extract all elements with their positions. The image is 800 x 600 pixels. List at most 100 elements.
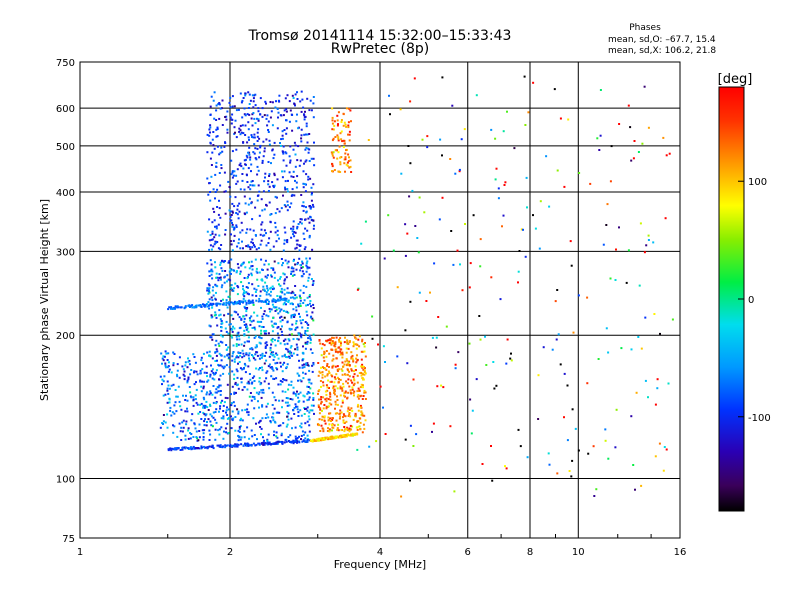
scatter-point (229, 268, 232, 271)
scatter-point (356, 420, 359, 423)
scatter-point (245, 325, 248, 328)
scatter-point (490, 276, 493, 279)
scatter-point (287, 266, 290, 269)
scatter-point (184, 446, 186, 449)
scatter-point (522, 228, 524, 231)
scatter-point (351, 381, 354, 384)
scatter-point (180, 408, 183, 411)
scatter-point (320, 366, 322, 369)
scatter-point (285, 240, 288, 243)
x-tick-label: 6 (465, 547, 471, 558)
scatter-point (299, 425, 302, 428)
scatter-point (168, 398, 171, 401)
scatter-point (202, 396, 205, 399)
scatter-point (230, 122, 233, 125)
scatter-point (244, 92, 247, 95)
scatter-point (161, 383, 163, 386)
scatter-point (268, 355, 271, 358)
scatter-point (289, 398, 292, 400)
scatter-point (291, 314, 294, 316)
scatter-point (242, 97, 245, 99)
scatter-point (312, 102, 315, 105)
scatter-point (347, 434, 350, 437)
scatter-point (257, 442, 260, 445)
scatter-point (264, 441, 267, 444)
scatter-point (219, 276, 222, 279)
scatter-point (253, 398, 256, 400)
scatter-point (312, 333, 315, 336)
scatter-point (301, 262, 304, 265)
scatter-point (284, 353, 286, 356)
x-axis-label: Frequency [MHz] (334, 558, 426, 571)
scatter-point (242, 297, 245, 300)
scatter-point (234, 282, 237, 285)
scatter-point (281, 130, 284, 133)
scatter-point (266, 441, 269, 444)
scatter-point (269, 366, 272, 369)
scatter-point (254, 335, 257, 338)
scatter-point (364, 342, 366, 344)
scatter-point (599, 89, 602, 91)
scatter-point (224, 275, 226, 278)
scatter-point (203, 406, 206, 409)
scatter-point (258, 380, 261, 383)
scatter-point (225, 304, 228, 306)
scatter-point (209, 244, 212, 247)
scatter-point (350, 171, 353, 173)
scatter-point (176, 373, 178, 376)
scatter-point (258, 156, 261, 159)
scatter-point (280, 114, 283, 117)
scatter-point (284, 231, 287, 234)
scatter-point (317, 439, 320, 442)
scatter-point (339, 353, 342, 356)
scatter-point (217, 342, 220, 345)
scatter-point (305, 133, 308, 136)
scatter-point (331, 107, 334, 110)
scatter-point (235, 343, 238, 346)
scatter-point (201, 380, 204, 383)
scatter-point (261, 405, 264, 408)
scatter-point (208, 298, 211, 301)
scatter-point (346, 396, 349, 399)
scatter-point (272, 353, 275, 356)
scatter-point (437, 316, 440, 318)
scatter-point (237, 343, 240, 346)
scatter-point (241, 173, 244, 175)
scatter-point (235, 368, 238, 371)
scatter-point (248, 197, 251, 200)
scatter-point (260, 433, 262, 436)
scatter-point (633, 140, 636, 142)
scatter-point (238, 202, 241, 205)
scatter-point (164, 362, 167, 365)
scatter-point (237, 412, 240, 415)
scatter-point (304, 218, 306, 221)
scatter-point (205, 400, 208, 403)
scatter-point (637, 336, 640, 338)
scatter-point (343, 414, 346, 417)
scatter-point (364, 419, 367, 422)
scatter-point (226, 444, 229, 447)
scatter-point (362, 350, 365, 353)
scatter-point (259, 367, 261, 369)
scatter-point (245, 211, 248, 214)
scatter-point (256, 314, 259, 317)
scatter-point (324, 390, 327, 393)
colorbar-label: [deg] (718, 72, 753, 87)
scatter-point (281, 170, 283, 173)
scatter-point (287, 418, 290, 421)
scatter-point (275, 352, 278, 355)
scatter-point (243, 355, 246, 358)
scatter-point (263, 310, 266, 313)
scatter-point (212, 144, 215, 147)
scatter-point (220, 107, 223, 110)
scatter-point (226, 131, 229, 134)
scatter-point (345, 125, 348, 128)
scatter-point (236, 408, 239, 411)
scatter-point (267, 332, 270, 335)
scatter-point (345, 380, 348, 383)
scatter-point (246, 156, 249, 159)
scatter-point (211, 138, 214, 141)
scatter-point (280, 330, 283, 333)
scatter-point (212, 286, 215, 289)
scatter-point (295, 327, 297, 329)
